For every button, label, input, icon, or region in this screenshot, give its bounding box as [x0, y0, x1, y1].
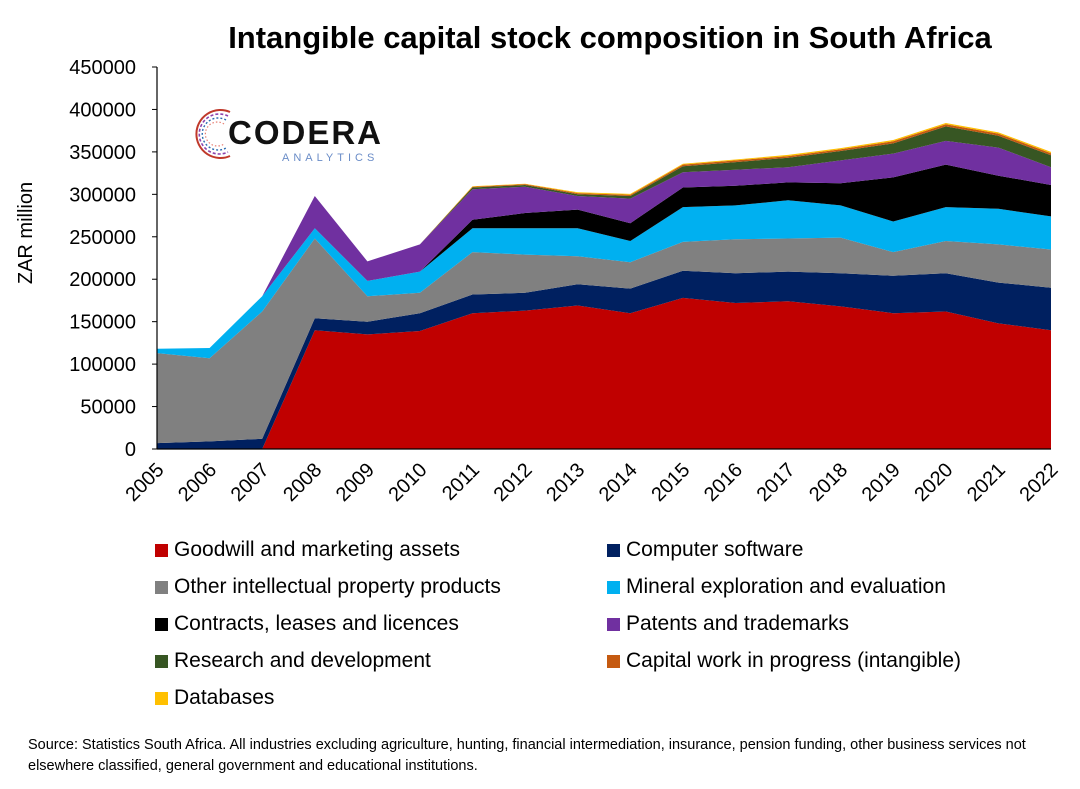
y-tick-label: 250000 [69, 227, 136, 249]
legend-label: Computer software [626, 538, 804, 561]
legend-swatch [607, 580, 620, 594]
legend-label: Capital work in progress (intangible) [626, 649, 961, 672]
area-series-1 [157, 270, 1051, 449]
chart-canvas: Intangible capital stock composition in … [15, 20, 1063, 506]
legend-label: Patents and trademarks [626, 612, 849, 635]
x-tick-label: 2020 [910, 459, 957, 506]
logo-wordmark: CODERA [228, 114, 384, 151]
x-tick-label: 2007 [227, 459, 274, 506]
x-tick-label: 2019 [858, 459, 905, 506]
legend-item: Computer software [607, 538, 803, 562]
x-tick-label: 2010 [384, 459, 431, 506]
legend-item: Goodwill and marketing assets [155, 538, 460, 562]
area-series-group [157, 123, 1051, 449]
legend-swatch [155, 691, 168, 705]
area-series-0 [157, 297, 1051, 449]
area-series-5 [157, 140, 1051, 349]
legend-item: Capital work in progress (intangible) [607, 649, 961, 673]
legend-item: Contracts, leases and licences [155, 612, 459, 636]
x-tick-label: 2022 [1016, 459, 1063, 506]
y-tick-label: 50000 [80, 397, 136, 419]
legend-swatch [155, 543, 168, 557]
y-tick-labels: 0 50000 100000 150000 200000 250000 300000 3500… [69, 57, 136, 461]
legend-item: Research and development [155, 649, 431, 673]
y-tick-label: 400000 [69, 99, 136, 121]
legend-label: Databases [174, 686, 275, 709]
axes-group [152, 66, 1051, 450]
x-tick-label: 2012 [490, 459, 537, 506]
legend-swatch [155, 617, 168, 631]
y-tick-label: 350000 [69, 142, 136, 164]
x-tick-label: 2006 [174, 459, 221, 506]
legend-swatch [607, 617, 620, 631]
legend-swatch [155, 580, 168, 594]
legend-swatch [155, 654, 168, 668]
logo-mark-icon [195, 109, 231, 159]
x-tick-label: 2021 [963, 459, 1010, 506]
codera-logo: CODERA ANALYTICS [190, 100, 390, 170]
area-series-2 [157, 237, 1051, 444]
chart-title: Intangible capital stock composition in … [228, 20, 992, 55]
legend-label: Mineral exploration and evaluation [626, 575, 946, 598]
legend-swatch [607, 654, 620, 668]
legend-label: Contracts, leases and licences [174, 612, 459, 635]
y-axis-label: ZAR million [15, 182, 37, 284]
y-tick-label: 450000 [69, 57, 136, 79]
x-tick-label: 2005 [122, 459, 169, 506]
area-series-4 [157, 164, 1051, 349]
x-tick-label: 2014 [595, 459, 642, 506]
legend-label: Goodwill and marketing assets [174, 538, 460, 561]
legend-item: Patents and trademarks [607, 612, 849, 636]
x-tick-label: 2009 [332, 459, 379, 506]
x-tick-label: 2015 [647, 459, 694, 506]
x-tick-label: 2008 [279, 459, 326, 506]
area-series-3 [157, 200, 1051, 359]
legend-label: Research and development [174, 649, 431, 672]
legend-swatch [607, 543, 620, 557]
y-tick-label: 150000 [69, 312, 136, 334]
x-tick-label: 2013 [542, 459, 589, 506]
legend-item: Other intellectual property products [155, 575, 501, 599]
x-tick-label: 2018 [805, 459, 852, 506]
x-tick-labels: 2005 2006 2007 2008 2009 2010 2011 2012 2013 2014… [122, 459, 1063, 506]
x-tick-label: 2016 [700, 459, 747, 506]
y-tick-label: 0 [125, 439, 136, 461]
source-note: Source: Statistics South Africa. All ind… [28, 737, 1026, 774]
legend-label: Other intellectual property products [174, 575, 501, 598]
legend-item: Mineral exploration and evaluation [607, 575, 946, 599]
y-tick-label: 200000 [69, 269, 136, 291]
y-tick-label: 300000 [69, 184, 136, 206]
x-tick-label: 2011 [438, 459, 484, 505]
x-tick-label: 2017 [753, 459, 800, 506]
logo-subtitle: ANALYTICS [282, 152, 379, 164]
y-tick-label: 100000 [69, 354, 136, 376]
legend-item: Databases [155, 686, 274, 710]
